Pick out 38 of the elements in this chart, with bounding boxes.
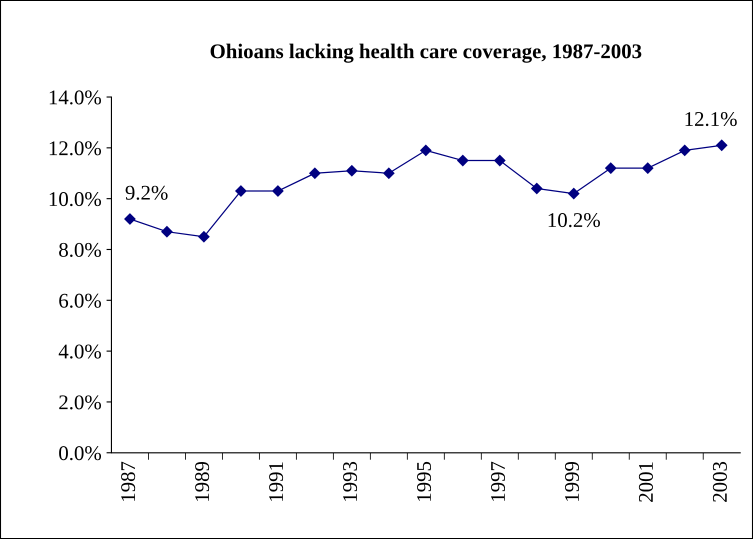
point [272, 185, 284, 197]
point [383, 168, 394, 179]
y-tick-label: 2.0% [59, 395, 102, 410]
x-tick-label: 2001 [638, 462, 653, 502]
point [642, 162, 654, 174]
y-tick-label: 10.0% [50, 192, 102, 206]
y-tick-label: 4.0% [58, 344, 102, 359]
y-tick-label: 12.0% [50, 141, 102, 156]
point [568, 188, 580, 200]
point [494, 154, 506, 166]
point [161, 226, 173, 238]
x-tick-label: 1999 [564, 462, 579, 501]
point [457, 154, 468, 166]
point [679, 144, 690, 156]
x-tick-label: 1991 [269, 462, 284, 501]
y-tick-label: 0.0% [59, 446, 102, 460]
point [605, 162, 616, 174]
point [531, 182, 542, 194]
chart-title: Ohioans lacking health care coverage, 1987-2003 [210, 44, 642, 63]
x-tick-label: 1989 [195, 462, 210, 501]
point [124, 213, 136, 225]
x-tick-label: 2003 [712, 462, 727, 502]
x-tick-label: 1993 [343, 462, 358, 501]
point [420, 144, 432, 156]
y-tick-label: 14.0% [50, 90, 102, 105]
y-tick-label: 8.0% [59, 242, 102, 258]
x-tick-label: 1995 [417, 462, 432, 501]
point [309, 168, 320, 179]
annotation: 9.2% [126, 186, 168, 200]
point [198, 231, 210, 242]
point [235, 185, 246, 197]
annotation: 12.1% [686, 112, 737, 126]
point [716, 140, 728, 151]
y-tick-label: 6.0% [59, 294, 102, 308]
x-tick-label: 1997 [491, 462, 506, 501]
x-tick-label: 1987 [121, 462, 136, 501]
annotation: 10.2% [548, 213, 600, 228]
point [346, 165, 358, 176]
